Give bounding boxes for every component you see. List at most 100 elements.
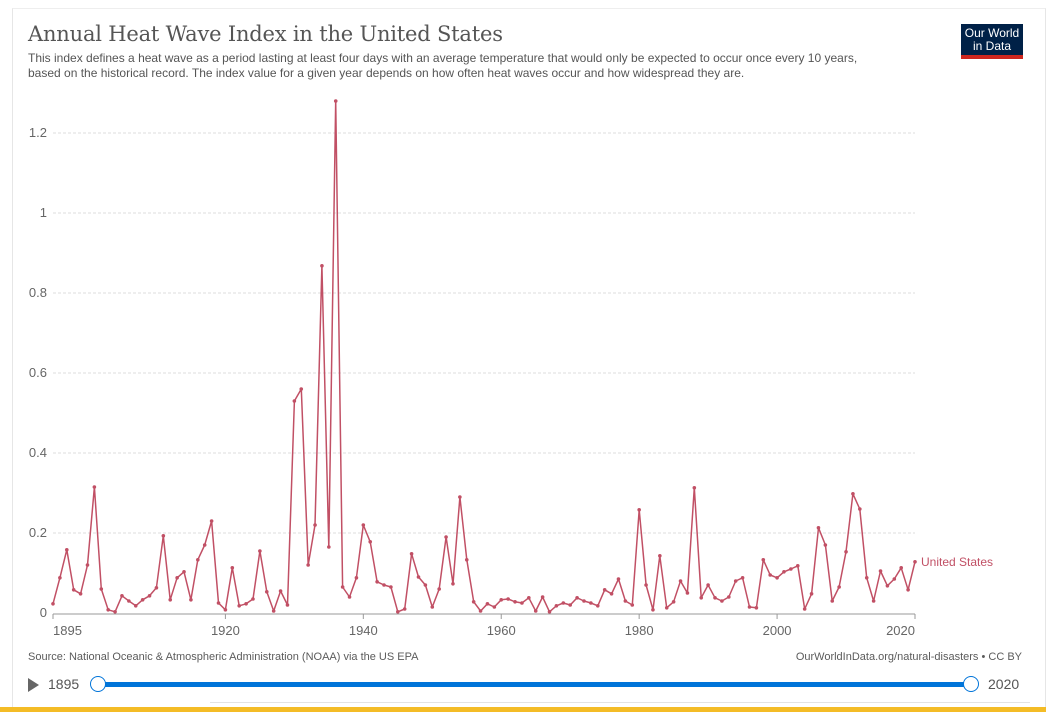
data-point-1966[interactable] — [540, 595, 545, 599]
data-point-1993[interactable] — [727, 595, 731, 599]
data-point-1935[interactable] — [327, 545, 331, 549]
data-point-1914[interactable] — [182, 570, 186, 574]
data-point-1964[interactable] — [527, 596, 531, 600]
license-link[interactable]: OurWorldInData.org/natural-disasters • C… — [795, 651, 1022, 663]
data-point-1931[interactable] — [299, 387, 304, 391]
data-point-2018[interactable] — [899, 566, 904, 570]
data-point-1899[interactable] — [78, 592, 83, 596]
data-point-1994[interactable] — [733, 579, 738, 583]
data-point-1920[interactable] — [223, 608, 228, 612]
data-point-1984[interactable] — [664, 606, 669, 610]
data-point-1898[interactable] — [71, 588, 76, 592]
data-point-1936[interactable] — [333, 99, 338, 103]
data-point-2006[interactable] — [816, 526, 821, 530]
data-point-1980[interactable] — [637, 508, 641, 512]
data-point-1927[interactable] — [271, 609, 276, 613]
data-point-2001[interactable] — [782, 570, 786, 574]
data-point-1916[interactable] — [196, 558, 200, 562]
data-point-2016[interactable] — [885, 584, 890, 588]
data-point-1938[interactable] — [347, 595, 352, 599]
data-point-1903[interactable] — [106, 608, 110, 612]
data-point-1909[interactable] — [147, 594, 152, 598]
data-point-1954[interactable] — [458, 495, 462, 499]
timeline-end-handle[interactable] — [963, 676, 979, 692]
data-point-1919[interactable] — [216, 601, 221, 605]
data-point-1963[interactable] — [520, 601, 524, 605]
play-icon[interactable] — [28, 678, 39, 692]
data-point-1961[interactable] — [506, 597, 510, 601]
data-point-1955[interactable] — [464, 558, 469, 562]
timeline-track[interactable] — [99, 682, 971, 687]
data-point-1907[interactable] — [133, 604, 138, 608]
data-point-1905[interactable] — [120, 594, 124, 598]
data-point-1921[interactable] — [230, 566, 235, 570]
data-point-1981[interactable] — [644, 583, 648, 587]
data-point-2014[interactable] — [871, 599, 876, 603]
data-point-2017[interactable] — [892, 577, 897, 581]
data-point-1974[interactable] — [595, 604, 600, 608]
data-point-1976[interactable] — [609, 592, 614, 596]
data-point-1957[interactable] — [478, 609, 483, 613]
timeline-start-handle[interactable] — [90, 676, 106, 692]
data-point-2004[interactable] — [802, 607, 807, 611]
data-point-1999[interactable] — [768, 573, 772, 577]
data-point-1902[interactable] — [99, 587, 104, 591]
data-point-1950[interactable] — [430, 605, 435, 609]
data-point-1973[interactable] — [589, 601, 593, 605]
data-point-1991[interactable] — [713, 596, 717, 600]
data-point-1992[interactable] — [720, 599, 724, 603]
data-point-2003[interactable] — [795, 564, 800, 568]
data-point-2008[interactable] — [830, 599, 835, 603]
data-point-1941[interactable] — [368, 540, 373, 544]
data-point-1960[interactable] — [499, 598, 504, 602]
data-point-1967[interactable] — [547, 610, 552, 614]
data-point-1989[interactable] — [699, 596, 704, 600]
data-point-1915[interactable] — [189, 598, 193, 602]
data-point-1995[interactable] — [740, 576, 745, 580]
data-point-2000[interactable] — [775, 576, 779, 580]
data-point-1912[interactable] — [168, 598, 173, 602]
data-point-1956[interactable] — [471, 600, 476, 604]
data-point-1951[interactable] — [437, 587, 441, 591]
data-point-1900[interactable] — [85, 563, 90, 567]
data-point-1908[interactable] — [140, 598, 145, 602]
data-point-1946[interactable] — [402, 607, 407, 611]
data-point-1969[interactable] — [561, 601, 566, 605]
data-point-2015[interactable] — [878, 569, 883, 573]
data-point-1911[interactable] — [161, 534, 166, 538]
data-point-2009[interactable] — [837, 585, 841, 589]
data-point-1978[interactable] — [623, 599, 628, 603]
data-point-1979[interactable] — [630, 603, 635, 607]
data-point-2012[interactable] — [858, 507, 862, 511]
data-point-1968[interactable] — [554, 604, 559, 608]
data-point-2002[interactable] — [789, 567, 793, 571]
data-point-1965[interactable] — [533, 609, 538, 613]
data-point-1948[interactable] — [416, 575, 421, 579]
data-point-1901[interactable] — [92, 485, 97, 489]
data-point-1933[interactable] — [313, 523, 317, 527]
data-point-1982[interactable] — [651, 608, 655, 612]
data-point-1990[interactable] — [706, 583, 710, 587]
data-point-2011[interactable] — [851, 492, 855, 496]
data-point-1970[interactable] — [568, 603, 572, 607]
data-point-1971[interactable] — [575, 596, 579, 600]
data-point-2007[interactable] — [823, 543, 828, 547]
data-point-1922[interactable] — [237, 604, 241, 608]
data-point-1932[interactable] — [306, 563, 310, 567]
series-line[interactable] — [52, 100, 916, 613]
data-point-1977[interactable] — [616, 577, 621, 581]
data-point-1913[interactable] — [175, 576, 179, 580]
data-point-1897[interactable] — [64, 548, 69, 552]
data-point-1987[interactable] — [685, 591, 690, 595]
data-point-1945[interactable] — [396, 610, 400, 614]
data-point-1997[interactable] — [754, 606, 759, 610]
data-point-1998[interactable] — [761, 558, 766, 562]
data-point-1925[interactable] — [258, 549, 262, 553]
data-point-1924[interactable] — [251, 597, 255, 601]
series-label-united-states[interactable]: United States — [921, 555, 993, 569]
data-point-1923[interactable] — [244, 602, 248, 606]
data-point-1996[interactable] — [747, 605, 752, 609]
data-point-1906[interactable] — [127, 599, 131, 603]
data-point-1929[interactable] — [285, 603, 290, 607]
data-point-1947[interactable] — [409, 552, 414, 556]
